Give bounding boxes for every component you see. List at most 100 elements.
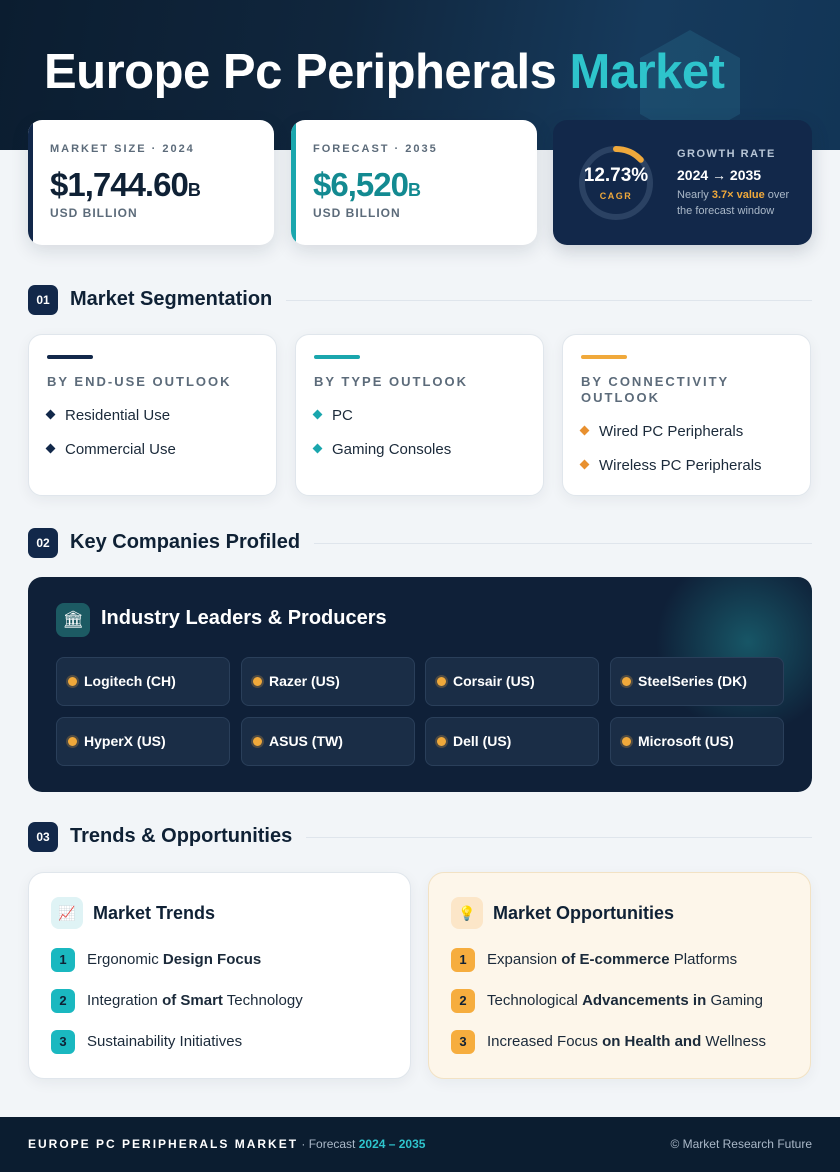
opportunity-text-bold: of E-commerce — [561, 951, 670, 968]
segment-item-text: Residential Use — [65, 407, 171, 424]
section-divider — [278, 300, 812, 301]
companies-panel: 🏛 Industry Leaders & Producers Logitech … — [28, 577, 812, 792]
forecast-label: FORECAST · 2035 — [313, 143, 438, 155]
forecast-number: $6,520 — [313, 166, 409, 203]
company-chip: Logitech (CH) — [56, 657, 230, 706]
opportunity-text-post: Wellness — [701, 1033, 766, 1050]
segment-item: Commercial Use — [45, 441, 176, 458]
footer-mid: · Forecast — [298, 1137, 359, 1151]
trend-item: 3 Sustainability Initiatives — [51, 1030, 242, 1054]
segment-accent — [314, 355, 360, 359]
trend-number: 1 — [51, 948, 75, 972]
section-header-companies: 02 Key Companies Profiled — [28, 528, 812, 560]
trend-text: Ergonomic — [87, 951, 163, 968]
opportunity-number: 3 — [451, 1030, 475, 1054]
segment-accent — [581, 355, 627, 359]
market-size-unit: B — [187, 180, 201, 200]
cagr-ring — [579, 146, 653, 220]
forecast-card: FORECAST · 2035 $6,520B USD BILLION — [291, 120, 537, 245]
forecast-sub: USD BILLION — [313, 206, 401, 220]
card-accent-bar — [28, 120, 33, 245]
trend-text-bold: Design Focus — [162, 951, 262, 968]
dot-icon — [68, 737, 77, 746]
trend-text: Integration — [87, 992, 163, 1009]
growth-note: Nearly 3.7× value over the forecast wind… — [677, 187, 802, 219]
segment-card-type: BY TYPE OUTLOOK PC Gaming Consoles — [295, 334, 544, 496]
footer-name: EUROPE PC PERIPHERALS MARKET — [28, 1137, 299, 1151]
market-trends-panel: 📈 Market Trends 1 Ergonomic Design Focus … — [28, 872, 411, 1079]
market-opportunities-panel: 💡 Market Opportunities 1 Expansion of E-c… — [428, 872, 811, 1079]
trends-title: Market Trends — [93, 903, 216, 923]
dot-icon — [437, 737, 446, 746]
footer-title: EUROPE PC PERIPHERALS MARKET · Forecast … — [28, 1137, 425, 1151]
diamond-bullet-icon — [579, 459, 590, 470]
dot-icon — [253, 677, 262, 686]
diamond-bullet-icon — [45, 409, 56, 420]
section-divider — [278, 837, 812, 838]
forecast-unit: B — [407, 180, 421, 200]
section-number: 01 — [28, 285, 58, 315]
trend-number: 3 — [51, 1030, 75, 1054]
dot-icon — [622, 737, 631, 746]
diamond-bullet-icon — [45, 443, 56, 454]
segment-item-text: Commercial Use — [65, 441, 176, 458]
page-title: Europe Pc Peripherals Market — [44, 44, 725, 100]
market-size-number: $1,744.60 — [50, 166, 189, 203]
opportunities-title: Market Opportunities — [493, 903, 675, 923]
growth-note-highlight: 3.7× value — [711, 189, 765, 201]
segment-item: Wired PC Peripherals — [579, 423, 744, 440]
trend-item: 1 Ergonomic Design Focus — [51, 948, 261, 972]
growth-note-pre: Nearly — [677, 189, 712, 201]
cagr-value: 12.73% — [583, 165, 649, 186]
cagr-label: CAGR — [599, 191, 633, 201]
market-size-card: MARKET SIZE · 2024 $1,744.60B USD BILLIO… — [28, 120, 274, 245]
section-header-trends: 03 Trends & Opportunities — [28, 822, 812, 854]
company-chip: SteelSeries (DK) — [610, 657, 784, 706]
section-title: Trends & Opportunities — [70, 825, 307, 848]
footer: EUROPE PC PERIPHERALS MARKET · Forecast … — [0, 1117, 840, 1172]
section-header-segmentation: 01 Market Segmentation — [28, 285, 812, 317]
dot-icon — [68, 677, 77, 686]
opportunity-item: 3 Increased Focus on Health and Wellness — [451, 1030, 766, 1054]
card-accent-bar — [291, 120, 296, 245]
section-divider — [278, 543, 812, 544]
growth-card: 12.73% CAGR GROWTH RATE 2024 → 2035 Near… — [553, 120, 812, 245]
opportunity-number: 1 — [451, 948, 475, 972]
section-number: 02 — [28, 528, 58, 558]
opportunity-text: Technological — [487, 992, 583, 1009]
diamond-bullet-icon — [312, 443, 323, 454]
growth-note-post: over the forecast window — [677, 189, 790, 217]
market-size-sub: USD BILLION — [50, 206, 138, 220]
opportunity-text-post: Gaming — [706, 992, 763, 1009]
company-name: HyperX (US) — [84, 733, 166, 749]
company-name: Razer (US) — [269, 673, 340, 689]
segment-item-text: Wired PC Peripherals — [599, 423, 744, 440]
segment-item-text: PC — [332, 407, 353, 424]
company-chip: Dell (US) — [425, 717, 599, 766]
dot-icon — [622, 677, 631, 686]
market-size-value: $1,744.60B — [50, 166, 201, 204]
segment-card-end-use: BY END-USE OUTLOOK Residential Use Comme… — [28, 334, 277, 496]
diamond-bullet-icon — [312, 409, 323, 420]
segment-card-connectivity: BY CONNECTIVITY OUTLOOK Wired PC Periphe… — [562, 334, 811, 496]
lightbulb-icon: 💡 — [451, 897, 483, 929]
segment-label: BY CONNECTIVITY OUTLOOK — [581, 374, 729, 405]
dot-icon — [437, 677, 446, 686]
trend-text: Sustainability Initiatives — [87, 1033, 243, 1050]
company-name: Dell (US) — [453, 733, 512, 749]
segment-item: Wireless PC Peripherals — [579, 457, 762, 474]
opportunity-item: 1 Expansion of E-commerce Platforms — [451, 948, 737, 972]
segment-item: PC — [312, 407, 353, 424]
bank-icon: 🏛 — [56, 603, 90, 637]
opportunity-text-bold: on Health and — [602, 1033, 702, 1050]
diamond-bullet-icon — [579, 425, 590, 436]
company-chip: Microsoft (US) — [610, 717, 784, 766]
section-title: Key Companies Profiled — [70, 531, 315, 554]
cagr-ring-arc — [579, 146, 653, 220]
company-name: SteelSeries (DK) — [638, 673, 747, 689]
company-chip: HyperX (US) — [56, 717, 230, 766]
growth-label: GROWTH RATE — [677, 148, 776, 160]
trend-text-bold: of Smart — [162, 992, 223, 1009]
opportunity-text-post: Platforms — [669, 951, 738, 968]
opportunity-text: Expansion — [487, 951, 562, 968]
